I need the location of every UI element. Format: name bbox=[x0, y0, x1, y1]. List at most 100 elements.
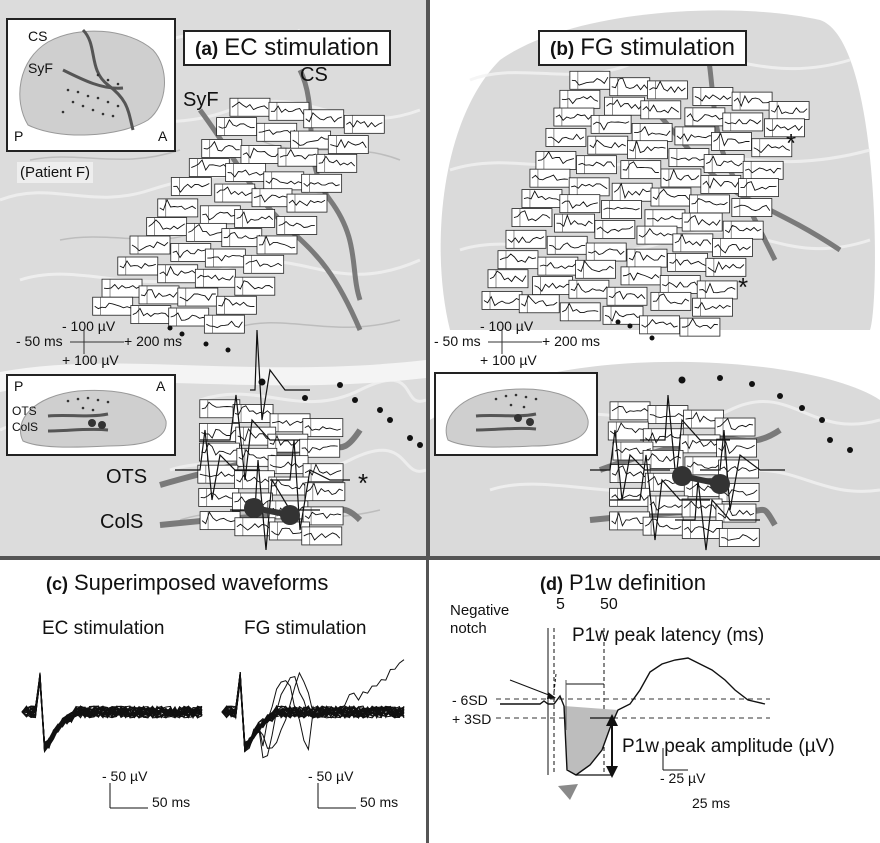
p1w-area-shading bbox=[564, 706, 618, 775]
electrode-waveform-box bbox=[170, 177, 212, 196]
electrode-waveform-box bbox=[497, 250, 539, 270]
electrode-waveform-box bbox=[585, 242, 627, 262]
electrode-waveform-box bbox=[201, 139, 243, 158]
electrode-waveform-box bbox=[639, 315, 680, 335]
panel-a-scale-right: + 200 ms bbox=[124, 333, 182, 349]
electrode-waveform-box bbox=[611, 182, 653, 202]
electrode-waveform-box bbox=[559, 194, 601, 214]
panel-b-large-traces bbox=[590, 394, 785, 551]
panel-d-title: (d) P1w definition bbox=[540, 570, 706, 596]
negative-notch-label-line1: Negative bbox=[450, 602, 510, 619]
panel-c-scale-bars bbox=[109, 783, 356, 809]
electrode-waveform-box bbox=[620, 160, 662, 180]
panel-b-title-text: FG stimulation bbox=[580, 34, 735, 61]
electrode-waveform-box bbox=[674, 126, 716, 146]
inset-anterior-label: A bbox=[158, 128, 168, 144]
electrode-waveform-box bbox=[302, 463, 344, 483]
electrode-waveform-box bbox=[302, 418, 344, 438]
electrode-waveform-box bbox=[138, 285, 180, 305]
electrode-waveform-box bbox=[601, 200, 642, 219]
tick-50-label: 50 bbox=[600, 596, 618, 613]
electrode-waveform-box bbox=[130, 305, 172, 324]
electrode-waveform-box bbox=[303, 109, 345, 129]
panel-a-title-text: EC stimulation bbox=[224, 34, 379, 61]
electrode-waveform-box bbox=[177, 287, 219, 307]
electrode-waveform-box bbox=[609, 487, 651, 507]
electrode-waveform-box bbox=[199, 399, 241, 419]
electrode-waveform-box bbox=[269, 413, 311, 433]
electrode-waveform-box bbox=[679, 434, 721, 454]
panel-b-scale-left: - 50 ms bbox=[434, 333, 481, 349]
electrode-waveform-box bbox=[714, 417, 756, 437]
electrode-waveform-box bbox=[518, 294, 560, 314]
electrode-waveform-box bbox=[718, 459, 760, 479]
electrode-waveform-box bbox=[575, 259, 616, 279]
inset-posterior-label: P bbox=[14, 128, 24, 144]
electrode-waveform-box bbox=[521, 189, 563, 208]
electrode-waveform-box bbox=[92, 296, 134, 316]
peak-amplitude-arrowhead-up bbox=[606, 714, 618, 726]
electrode-waveform-box bbox=[204, 248, 246, 268]
electrode-waveform-box bbox=[731, 91, 773, 111]
panel-d-scale-t-label: 25 ms bbox=[692, 795, 731, 811]
electrode-waveform-box bbox=[703, 154, 745, 173]
electrode-waveform-box bbox=[157, 264, 199, 284]
electrode-waveform-box bbox=[553, 107, 595, 127]
peak-marker-triangle bbox=[558, 784, 578, 800]
electrode-waveform-box bbox=[185, 222, 227, 242]
cols-label: ColS bbox=[100, 511, 144, 533]
electrode-waveform-box bbox=[715, 503, 757, 523]
panel-b-brain-surface: * * bbox=[430, 0, 880, 556]
electrode-waveform-box bbox=[668, 148, 710, 168]
electrode-waveform-box bbox=[537, 256, 579, 276]
electrode-waveform-box bbox=[302, 506, 344, 526]
electrode-waveform-box bbox=[692, 297, 733, 317]
electrode-waveform-box bbox=[251, 188, 293, 208]
electrode-waveform-box bbox=[609, 77, 651, 97]
panel-b-scale-bar bbox=[488, 330, 542, 354]
electrode-waveform-box bbox=[768, 101, 810, 120]
panel-a-stimulation-electrodes bbox=[244, 498, 300, 525]
electrode-waveform-box bbox=[214, 183, 256, 203]
panel-b-letter: (b) bbox=[550, 39, 575, 60]
electrode-waveform-box bbox=[268, 101, 310, 121]
inset-ots-label: OTS bbox=[12, 404, 37, 418]
ots-label: OTS bbox=[106, 466, 148, 488]
electrode-waveform-box bbox=[681, 212, 723, 232]
inset-syf-label: SyF bbox=[28, 60, 53, 76]
superimposed-trace bbox=[21, 680, 203, 747]
electrode-waveform-box bbox=[487, 269, 529, 289]
electrode-waveform-box bbox=[170, 243, 212, 262]
panel-b-scale-right: + 200 ms bbox=[542, 333, 600, 349]
panel-c-waveforms bbox=[21, 659, 405, 809]
electrode-waveform-box bbox=[568, 177, 610, 197]
panel-c-fg-label: FG stimulation bbox=[244, 618, 367, 639]
electrode-waveform-box bbox=[263, 171, 305, 191]
electrode-waveform-box bbox=[168, 307, 210, 327]
panel-b-lower-inset bbox=[434, 372, 598, 456]
electrode-waveform-box bbox=[650, 187, 692, 207]
electrode-waveform-box bbox=[146, 217, 188, 236]
lateral-brain-icon bbox=[19, 28, 165, 136]
panel-c-ec-scale-t: 50 ms bbox=[152, 794, 191, 810]
electrode-waveform-box bbox=[188, 158, 230, 177]
panel-d-scale-v-label: - 25 µV bbox=[660, 770, 706, 786]
panel-a-title: (a) EC stimulation bbox=[183, 30, 391, 66]
electrode-waveform-box bbox=[221, 228, 263, 248]
superimposed-trace bbox=[21, 680, 203, 752]
electrode-waveform-box bbox=[546, 235, 588, 255]
electrode-waveform-box bbox=[742, 160, 784, 180]
electrode-waveform-box bbox=[587, 135, 629, 155]
electrode-waveform-box bbox=[644, 209, 686, 229]
electrode-waveform-box bbox=[590, 114, 632, 134]
electrode-waveform-box bbox=[535, 151, 577, 170]
electrode-waveform-box bbox=[276, 216, 318, 235]
inset-cs-label: CS bbox=[28, 28, 48, 44]
electrode-waveform-box bbox=[277, 147, 319, 167]
electrode-waveform-box bbox=[660, 168, 702, 188]
panel-a-letter: (a) bbox=[195, 39, 219, 60]
electrode-waveform-box bbox=[215, 295, 257, 315]
panel-a-lower-inset: P A OTS ColS bbox=[6, 374, 176, 456]
electrode-waveform-box bbox=[559, 302, 601, 322]
electrode-waveform-box bbox=[626, 248, 668, 268]
